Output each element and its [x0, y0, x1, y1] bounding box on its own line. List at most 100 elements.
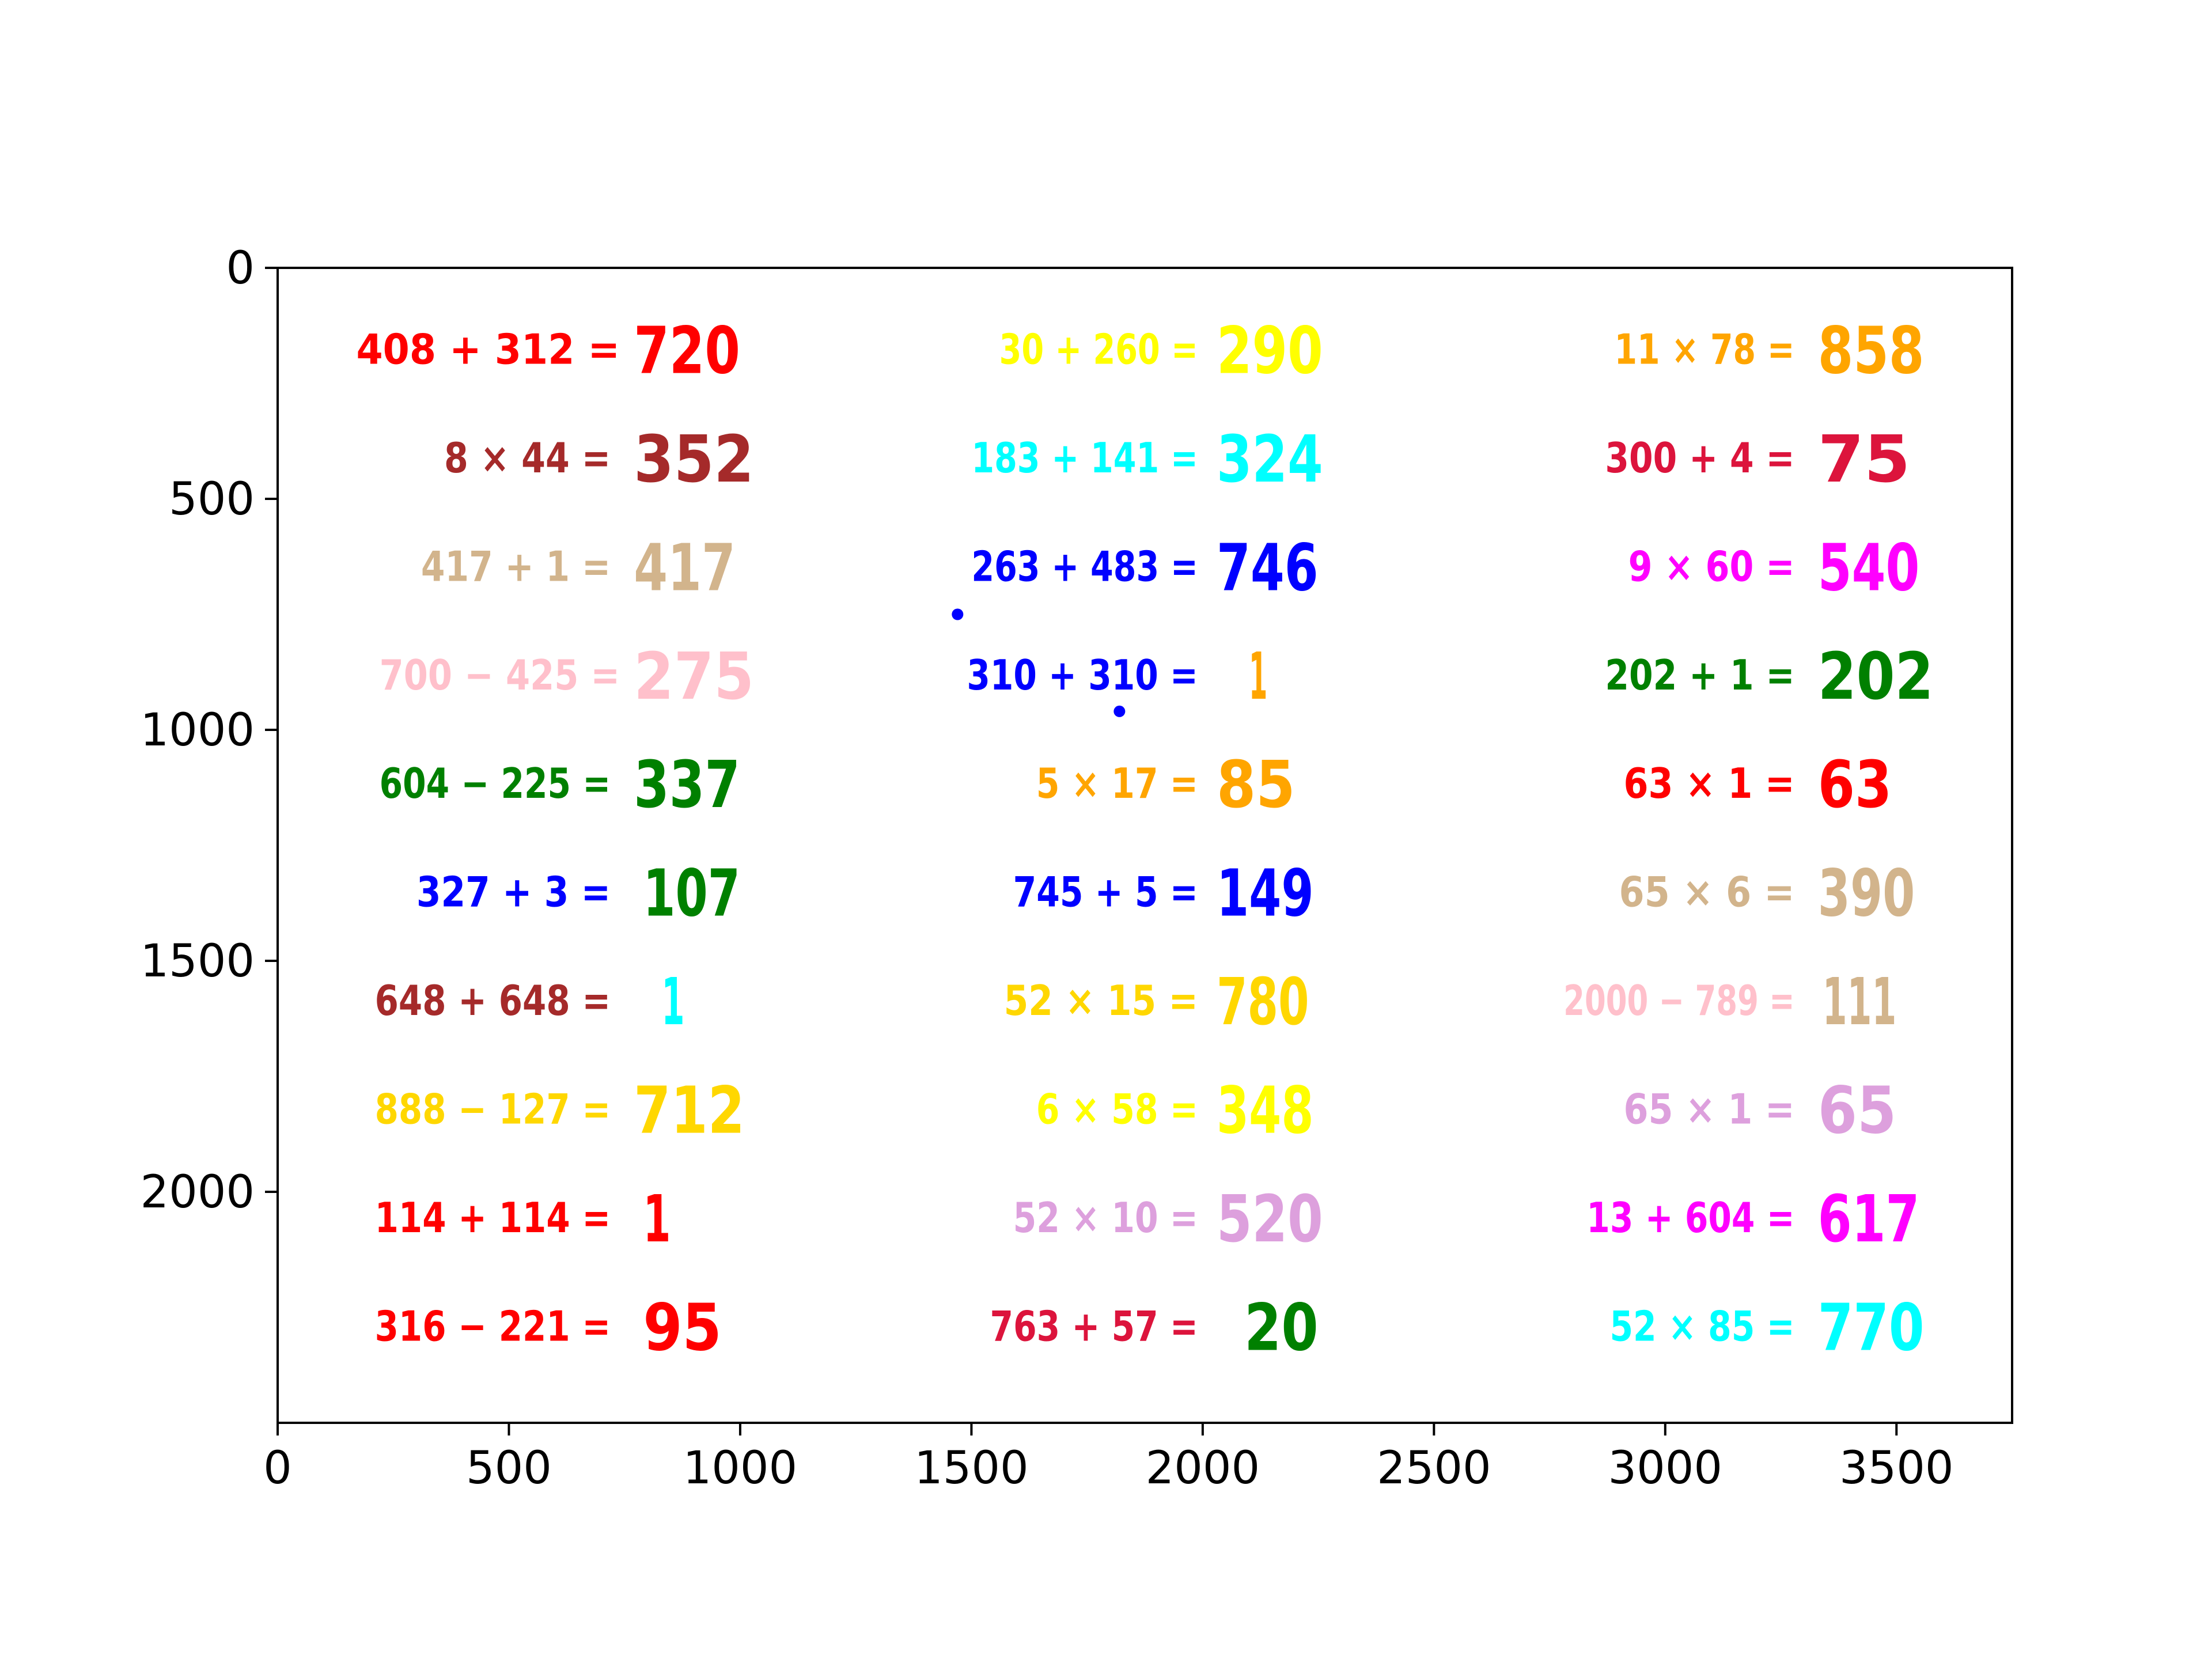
equation-answer: 540	[1818, 531, 1920, 605]
plot-content: 408 + 312 = 720 8 × 44 = 352 417 + 1 = 417 700…	[356, 313, 1933, 1365]
equation-annotation: 763 + 57 = 20	[990, 1291, 1319, 1366]
equation-annotation: 52 × 15 = 780	[1004, 965, 1309, 1040]
equation-answer: 275	[634, 639, 754, 714]
stray-ink-mark	[952, 608, 964, 620]
equation-expression: 700 − 425 =	[380, 651, 620, 699]
equation-expression: 63 × 1 =	[1624, 759, 1795, 808]
equation-annotation: 700 − 425 = 275	[380, 639, 754, 714]
equation-annotation: 63 × 1 = 63	[1624, 748, 1892, 823]
equation-expression: 183 + 141 =	[971, 434, 1198, 482]
equation-annotation: 5 × 17 = 85	[1036, 748, 1296, 823]
x-tick-label: 2000	[1146, 1442, 1260, 1494]
equation-expression: 52 × 10 =	[1013, 1194, 1198, 1242]
equation-answer: 202	[1818, 639, 1934, 714]
equation-annotation: 310 + 310 = 1	[967, 639, 1267, 714]
equation-answer: 770	[1818, 1291, 1925, 1366]
equation-answer: 348	[1217, 1074, 1314, 1149]
equation-expression: 888 − 127 =	[375, 1085, 611, 1134]
equation-annotation: 183 + 141 = 324	[971, 422, 1323, 497]
axes-frame	[276, 267, 2013, 1424]
equation-answer: 107	[643, 857, 740, 931]
equation-annotation: 52 × 85 = 770	[1609, 1291, 1924, 1366]
equation-annotation: 263 + 483 = 746	[971, 531, 1318, 605]
equation-expression: 763 + 57 =	[990, 1302, 1198, 1351]
equation-expression: 327 + 3 =	[416, 868, 611, 916]
equation-answer: 75	[1818, 422, 1911, 497]
equation-annotation: 327 + 3 = 107	[416, 857, 740, 931]
x-tick-label: 2500	[1377, 1442, 1491, 1494]
equation-answer: 149	[1217, 857, 1314, 931]
equation-expression: 745 + 5 =	[1013, 868, 1198, 916]
equation-answer: 85	[1217, 748, 1295, 823]
equation-answer: 1	[643, 1182, 671, 1257]
equation-annotation: 13 + 604 = 617	[1586, 1182, 1919, 1257]
equation-expression: 316 − 221 =	[375, 1302, 611, 1351]
equation-expression: 310 + 310 =	[967, 651, 1198, 699]
equation-annotation: 745 + 5 = 149	[1013, 857, 1314, 931]
equation-annotation: 65 × 1 = 65	[1624, 1074, 1897, 1149]
equation-answer: 63	[1818, 748, 1892, 823]
equation-expression: 30 + 260 =	[999, 325, 1198, 373]
x-axis: 0 500 1000 1500 2000 2500 3000 3500	[263, 1423, 1954, 1494]
equation-expression: 263 + 483 =	[971, 542, 1198, 590]
equation-annotation: 30 + 260 = 290	[999, 313, 1323, 388]
equation-expression: 5 × 17 =	[1036, 759, 1198, 808]
equation-expression: 11 × 78 =	[1614, 325, 1794, 373]
equation-expression: 8 × 44 =	[444, 434, 611, 482]
equation-annotation: 202 + 1 = 202	[1605, 639, 1933, 714]
equation-expression: 604 − 225 =	[380, 759, 611, 808]
equation-annotation: 114 + 114 = 1	[375, 1182, 671, 1257]
equation-answer: 20	[1244, 1291, 1318, 1366]
equation-expression: 52 × 15 =	[1004, 976, 1198, 1025]
equation-answer: 780	[1217, 965, 1309, 1040]
equation-annotation: 300 + 4 = 75	[1605, 422, 1910, 497]
equation-expression: 6 × 58 =	[1036, 1085, 1198, 1134]
equation-answer: 617	[1818, 1182, 1920, 1257]
x-tick-label: 0	[263, 1442, 292, 1494]
equation-annotation: 408 + 312 = 720	[356, 313, 740, 388]
equation-annotation: 888 − 127 = 712	[375, 1074, 745, 1149]
equation-answer: 290	[1217, 313, 1323, 388]
equation-answer: 352	[634, 422, 754, 497]
equation-annotation: 9 × 60 = 540	[1628, 531, 1920, 605]
y-tick-label: 500	[169, 474, 255, 525]
equation-expression: 417 + 1 =	[421, 542, 611, 590]
equation-annotation: 417 + 1 = 417	[421, 531, 736, 605]
equation-expression: 300 + 4 =	[1605, 434, 1794, 482]
equation-expression: 65 × 1 =	[1624, 1085, 1795, 1134]
equation-answer: 1	[1249, 639, 1267, 714]
equation-answer: 417	[634, 531, 736, 605]
equation-answer: 65	[1818, 1074, 1896, 1149]
x-tick-label: 3000	[1608, 1442, 1723, 1494]
equation-annotation: 11 × 78 = 858	[1614, 313, 1924, 388]
y-tick-label: 1500	[140, 935, 255, 987]
equation-expression: 2000 − 789 =	[1563, 976, 1794, 1025]
equation-annotation: 65 × 6 = 390	[1619, 857, 1915, 931]
equation-annotation: 648 + 648 = 1	[375, 965, 685, 1040]
equation-annotation: 316 − 221 = 95	[375, 1291, 722, 1366]
equation-annotation: 2000 − 789 = 111	[1563, 965, 1896, 1040]
equation-expression: 202 + 1 =	[1605, 651, 1794, 699]
equation-answer: 712	[634, 1074, 745, 1149]
equation-answer: 390	[1818, 857, 1915, 931]
y-tick-label: 1000	[140, 704, 255, 756]
equation-expression: 65 × 6 =	[1619, 868, 1795, 916]
equation-answer: 324	[1217, 422, 1323, 497]
equation-answer: 337	[634, 748, 740, 823]
equation-annotation: 604 − 225 = 337	[380, 748, 740, 823]
equation-expression: 648 + 648 =	[375, 976, 611, 1025]
equation-answer: 95	[643, 1291, 721, 1366]
equation-answer: 1	[661, 965, 684, 1040]
equation-expression: 408 + 312 =	[356, 325, 620, 373]
equation-expression: 9 × 60 =	[1628, 542, 1795, 590]
equation-answer: 720	[634, 313, 740, 388]
equation-answer: 858	[1818, 313, 1925, 388]
equation-answer: 746	[1217, 531, 1319, 605]
x-tick-label: 3500	[1839, 1442, 1954, 1494]
equation-annotation: 8 × 44 = 352	[444, 422, 754, 497]
x-tick-label: 500	[466, 1442, 552, 1494]
equation-expression: 114 + 114 =	[375, 1194, 611, 1242]
equation-expression: 52 × 85 =	[1609, 1302, 1794, 1351]
